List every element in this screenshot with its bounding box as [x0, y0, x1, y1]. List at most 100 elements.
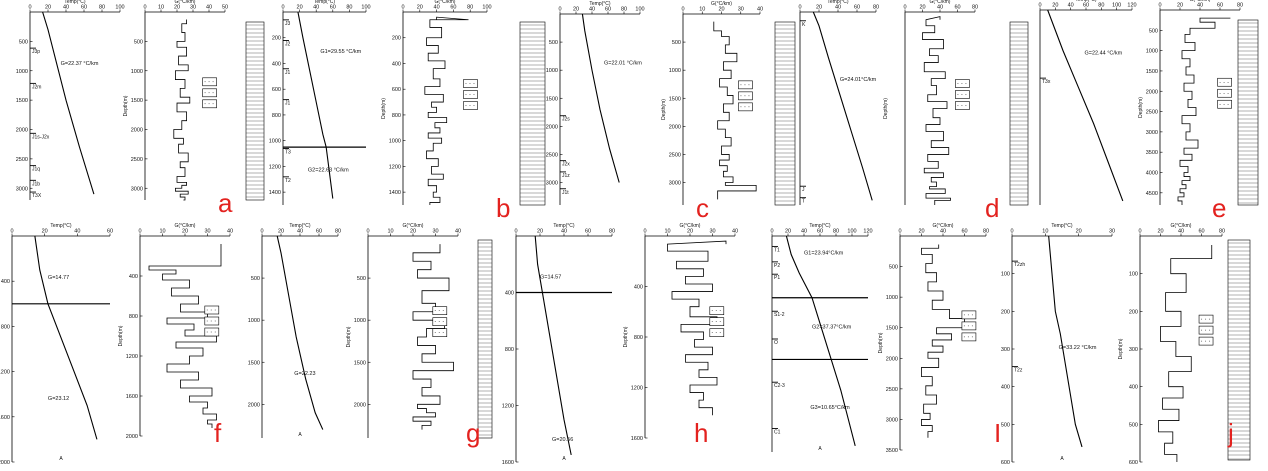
panel-h-temp-y-tick-label: 400	[505, 291, 514, 297]
panel-d-grad-x-tick-label: 0	[903, 5, 906, 11]
panel-d-temp-x-tick-label: 60	[854, 5, 860, 11]
panel-i-grad-x-tick-label: 60	[961, 229, 967, 235]
panel-c-temp-x-label: Temp(°C)	[589, 1, 611, 7]
panel-c-grad-y-tick-label: 1000	[669, 68, 681, 74]
panel-b-grad-x-tick-label: 20	[417, 5, 423, 11]
panel-d-temp-x-label: Temp(°C)	[827, 0, 849, 5]
panel-i-grad-y-tick-label: 1500	[886, 326, 898, 332]
panel-h-temp-x-tick-label: 0	[514, 229, 517, 235]
panel-b-temp-y-tick-label: 800	[272, 113, 281, 119]
panel-c-grad-y-tick-label: 2500	[669, 152, 681, 158]
panel-j-temp-x-tick-label: 30	[1109, 229, 1115, 235]
panel-i-temp-caption: A	[818, 446, 822, 452]
panel-e-temp-curve	[1047, 9, 1124, 202]
panel-e-grad-x-tick-label: 40	[1197, 3, 1203, 9]
panel-a-grad-x-tick-label: 0	[143, 5, 146, 11]
panel-i-temp-x-tick-label: 0	[770, 229, 773, 235]
panel-b-stratum-label: T3	[285, 150, 291, 156]
panel-a-stratum-label: J1b	[32, 181, 40, 187]
panel-g-temp-x-tick-label: 80	[335, 229, 341, 235]
panel-i-temp-x-tick-label: 40	[801, 229, 807, 235]
panel-i-stratum-label: S1-2	[774, 312, 785, 318]
panel-b-grad-y-tick-label: 400	[392, 61, 401, 67]
panel-c-stratum-label: J2x	[562, 162, 570, 168]
panel-e-grad-y-tick-label: 2500	[1146, 110, 1158, 116]
panel-f-grad-y-tick-label: 400	[129, 274, 138, 280]
panel-b-grad-y-tick-label: 1200	[389, 164, 401, 170]
panel-e-grad-x-tick-label: 0	[1158, 3, 1161, 9]
panel-h-gradient-annotation: G=14.57	[540, 274, 561, 280]
panel-b-grad-y-tick-label: 1000	[389, 139, 401, 145]
panel-j-grad-x-tick-label: 20	[1157, 229, 1163, 235]
panel-c-gradient-annotation: G=22.01 °C/km	[604, 61, 642, 67]
panel-g-grad-y-tick-label: 2000	[354, 402, 366, 408]
panel-g-gradient-steps	[412, 244, 454, 430]
panel-c-temp-x-tick-label: 0	[558, 7, 561, 13]
panel-b-lithology-column	[519, 21, 546, 206]
panel-e-gradient-steps	[1177, 17, 1231, 205]
panel-e-gradient-annotation: G=22.44 °C/km	[1084, 51, 1122, 57]
panel-e-grad-x-tick-label: 80	[1237, 3, 1243, 9]
panel-h-gradient-annotation: G=20.56	[552, 437, 573, 443]
panel-i-temp-x-tick-label: 120	[863, 229, 872, 235]
panel-b-stratum-label: T2	[285, 178, 291, 184]
panel-d-grad-y-label: Depth(m)	[883, 98, 889, 119]
panel-d: 0 20 40 60 80 Temp(°C) G=24.01°C/km K JT 0 20 40 60 8…	[798, 0, 1029, 223]
panel-b-grad-y-tick-label: 1400	[389, 190, 401, 196]
panel-g-temp-x-label: Temp(°C)	[289, 223, 311, 229]
panel-h-temp-curve	[534, 235, 572, 456]
panel-e-grad-x-tick-label: 20	[1177, 3, 1183, 9]
panel-i-gradient-steps	[921, 244, 965, 438]
panel-a-lithology-column	[245, 21, 265, 201]
panel-d-stratum-label: K	[802, 22, 806, 28]
panel-i-stratum-label: O	[774, 340, 778, 346]
panel-i-stratum-label: P2	[774, 263, 780, 269]
panel-j-temp-caption: A	[1060, 456, 1064, 462]
panel-h-grad-x-tick-label: 20	[687, 229, 693, 235]
panel-e-label: e	[1212, 193, 1226, 223]
panel-i-gradient-annotation: G2=37.37°C/km	[812, 325, 852, 331]
panel-h-grad-x-tick-label: 40	[732, 229, 738, 235]
panel-i-grad-y-tick-label: 2000	[886, 356, 898, 362]
panel-c-temp-y-tick-label: 2000	[546, 124, 558, 130]
panel-a-grad-x-tick-label: 30	[190, 5, 196, 11]
panel-f-grad-x-tick-label: 20	[182, 229, 188, 235]
panel-j-temp-x-tick-label: 20	[1076, 229, 1082, 235]
panel-f-temp-x-label: Temp(°C)	[50, 223, 72, 229]
panel-d-grad-x-tick-label: 80	[972, 5, 978, 11]
panel-f-grad-y-tick-label: 2000	[126, 434, 138, 440]
panel-j-grad-y-tick-label: 200	[1129, 309, 1138, 315]
panel-c-gradient-steps	[713, 21, 757, 200]
panel-i: 0 20 40 60 80 100 120 Temp(°C) G1=23.94°C/km G2=3…	[770, 223, 1001, 454]
panel-c-lithology-column	[774, 21, 796, 206]
panel-e-grad-y-tick-label: 3500	[1146, 150, 1158, 156]
panel-j-grad-y-tick-label: 100	[1129, 272, 1138, 278]
panel-g-grad-x-tick-label: 40	[455, 229, 461, 235]
panel-a-stratum-label: J1q	[32, 167, 40, 173]
panel-i-temp-curve	[785, 235, 856, 446]
panel-h-temp-y-tick-label: 1600	[502, 460, 514, 466]
panel-i-grad-x-tick-label: 40	[940, 229, 946, 235]
panel-a-gradient-annotation: G=22.37 °C/km	[61, 61, 99, 67]
panel-a-grad-x-tick-label: 20	[174, 5, 180, 11]
panel-b-temp-curve	[297, 11, 334, 199]
panel-i-temp-x-tick-label: 20	[785, 229, 791, 235]
panel-g-temp-x-tick-label: 20	[278, 229, 284, 235]
panel-j-gradient-annotation: G=33.22 °C/km	[1059, 345, 1097, 351]
panel-i-label: I	[994, 418, 1001, 448]
panel-e-temp-x-tick-label: 0	[1038, 3, 1041, 9]
panel-e-temp-x-tick-label: 60	[1083, 3, 1089, 9]
panel-a-temp-x-tick-label: 40	[63, 5, 69, 11]
panel-j-grad-y-tick-label: 300	[1129, 347, 1138, 353]
panel-c-temp-y-tick-label: 3000	[546, 181, 558, 187]
panel-e-grad-y-tick-label: 1000	[1146, 49, 1158, 55]
panel-c-temp-y-tick-label: 1000	[546, 68, 558, 74]
panel-i-temp-x-tick-label: 80	[833, 229, 839, 235]
panel-f-temp-y-tick-label: 2000	[0, 460, 10, 466]
panel-j-grad-x-tick-label: 0	[1138, 229, 1141, 235]
panel-g-temp-y-tick-label: 1000	[248, 318, 260, 324]
panel-a-temp-y-tick-label: 1500	[16, 98, 28, 104]
panel-d-grad-x-label: G(°C/km)	[930, 0, 951, 5]
panel-a-grad-y-tick-label: 2000	[131, 128, 143, 134]
